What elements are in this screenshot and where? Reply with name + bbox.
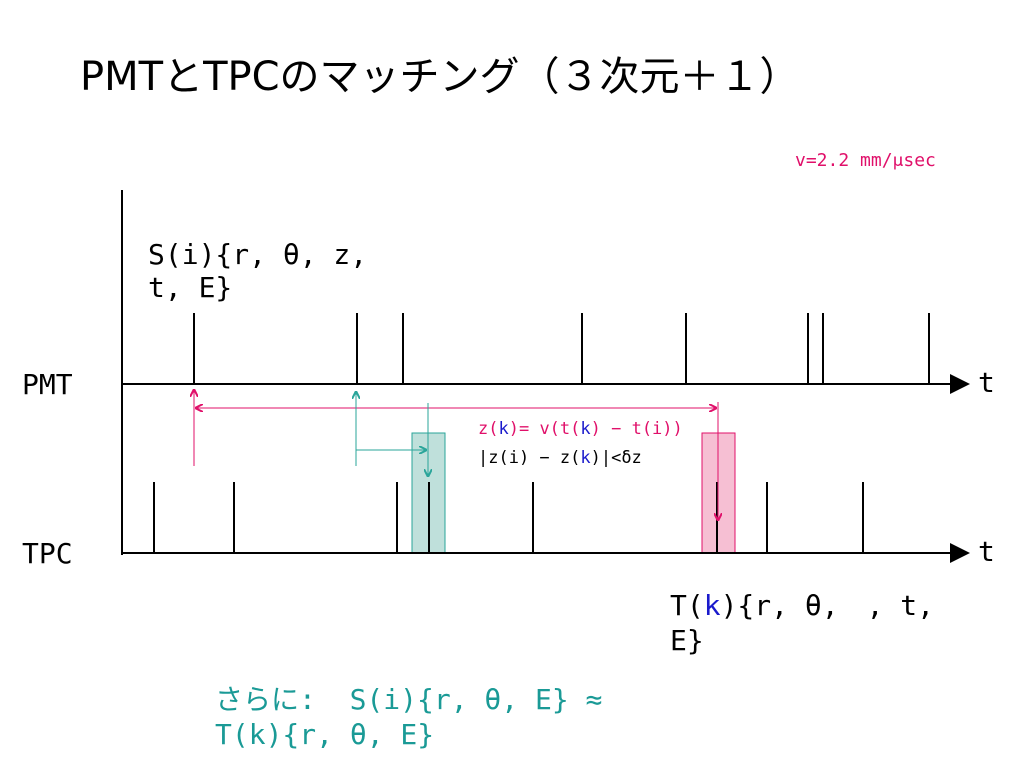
text: k	[703, 589, 721, 622]
text: z(	[478, 419, 499, 439]
tpc-hit-label: T(k){r, θ, , t, E}	[670, 584, 960, 657]
title: PMTとTPCのマッチング（３次元＋１）	[80, 54, 800, 100]
text: )= v(t(	[508, 419, 581, 439]
conclusion: さらに: S(i){r, θ, E} ≈ T(k){r, θ, E}	[215, 683, 620, 751]
pmt-pulses	[193, 313, 930, 384]
text: |z(i) − z(	[478, 448, 581, 468]
text: ){r, θ, , t, E}	[670, 589, 951, 657]
text: ) − t(i))	[590, 419, 683, 439]
tpc-pulses	[153, 482, 864, 553]
tpc-label: TPC	[22, 537, 73, 570]
text: k	[498, 419, 509, 439]
pmt-label: PMT	[22, 368, 73, 401]
text: k	[580, 448, 591, 468]
time-label: t	[978, 366, 995, 399]
text: k	[580, 419, 591, 439]
formula-z: z(k)= v(t(k) − t(i))	[478, 419, 683, 439]
text: )|<δz	[590, 448, 642, 468]
velocity: v=2.2 mm/μsec	[795, 150, 936, 171]
pmt-hit-label: S(i){r, θ, z, t, E}	[148, 238, 385, 304]
time-label: t	[978, 535, 995, 568]
text: T(	[670, 589, 704, 622]
pink-arrows	[194, 390, 718, 520]
formula-cut: |z(i) − z(k)|<δz	[478, 448, 642, 468]
teal-arrows	[356, 392, 428, 476]
